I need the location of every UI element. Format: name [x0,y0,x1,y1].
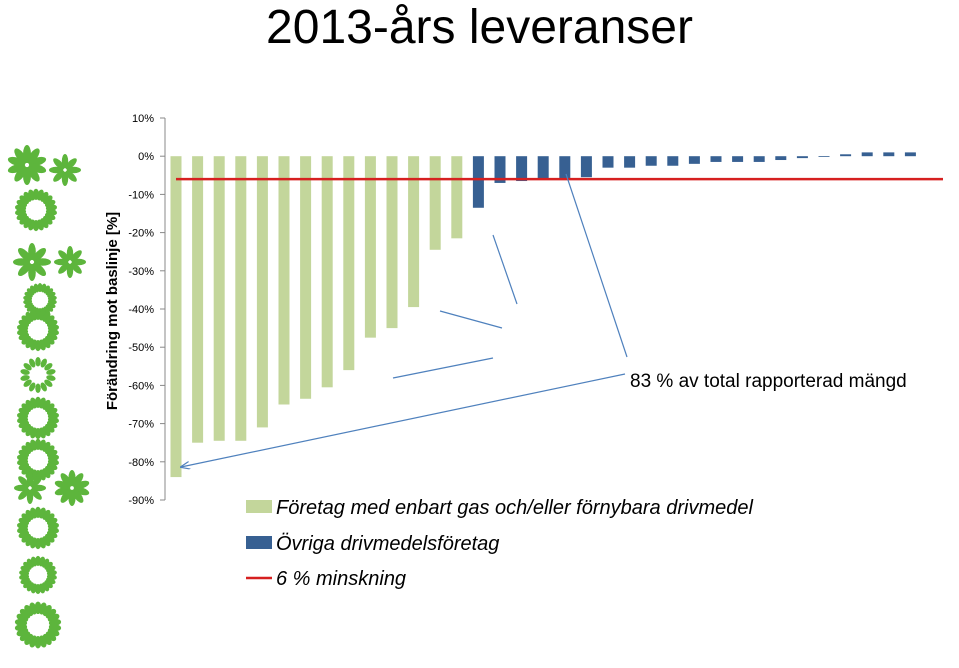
flower-decoration [54,246,86,278]
y-tick-label: 10% [132,113,154,125]
bar [904,152,916,157]
flower-decoration [16,438,60,482]
bar [429,156,441,250]
bar [343,156,355,371]
bar [753,156,765,162]
annotation-line [439,310,503,329]
y-tick-label: -80% [128,457,154,469]
bar [602,156,614,168]
bar [732,156,744,162]
annotation-line [492,234,518,305]
bar [667,156,679,166]
chart-title: 2013-års leveranser [266,1,693,54]
bar [408,156,420,308]
flower-decoration [14,601,62,649]
flower-decoration [49,154,81,186]
y-axis-label: Förändring mot baslinje [%] [104,212,121,410]
bar [559,156,571,180]
bar [840,154,852,157]
flower-decoration [7,145,47,185]
bar [775,156,787,161]
bar [861,152,873,157]
bar [472,156,484,208]
bar [386,156,398,329]
bar [278,156,290,405]
flower-decoration [14,188,58,232]
annotation-text: 83 % av total rapporterad mängd [630,371,907,392]
legend-label: Övriga drivmedelsföretag [276,533,499,555]
flower-decoration [16,506,60,550]
bar [818,156,830,157]
bar [645,156,657,166]
y-tick-label: -90% [128,495,154,507]
y-tick-label: -40% [128,304,154,316]
bar [170,156,182,478]
annotation-arrow [181,373,626,467]
annotation-line [565,173,628,358]
flower-decoration [20,356,56,394]
bar [624,156,636,168]
flower-decoration [16,396,60,440]
y-tick-label: -50% [128,342,154,354]
bar [688,156,700,164]
flower-decoration [14,472,46,504]
flower-decoration [16,308,60,352]
annotation [181,173,628,467]
bar [451,156,463,239]
legend-label: Företag med enbart gas och/eller förnyba… [276,497,753,519]
y-tick-label: -60% [128,380,154,392]
y-axis: 10% 0% -10% -20% -30% -40% -50% -60% -70% -80% -90… [128,113,166,507]
flower-decoration [19,555,57,595]
y-tick-label: -30% [128,266,154,278]
annotation-line [392,357,494,379]
bar [256,156,268,428]
y-tick-label: -20% [128,228,154,240]
legend: Företag med enbart gas och/eller förnyba… [246,497,753,590]
bar [883,152,895,157]
flower-decoration [13,243,51,281]
bar [364,156,376,338]
legend-label: 6 % minskning [276,568,406,590]
bar [213,156,225,441]
y-tick-label: -70% [128,419,154,431]
bar [580,156,592,178]
bars [170,152,916,478]
bar [192,156,204,443]
bar [300,156,312,399]
bar [235,156,247,441]
y-tick-label: 0% [138,151,154,163]
bar [494,156,506,183]
y-tick-label: -10% [128,189,154,201]
bar [516,156,528,182]
bar [537,156,549,180]
decorative-flower-pattern [7,145,90,649]
bar [710,156,722,162]
legend-swatch [246,500,272,513]
flower-decoration [54,470,90,506]
legend-swatch [246,536,272,549]
bar [321,156,333,388]
bar [796,156,808,159]
